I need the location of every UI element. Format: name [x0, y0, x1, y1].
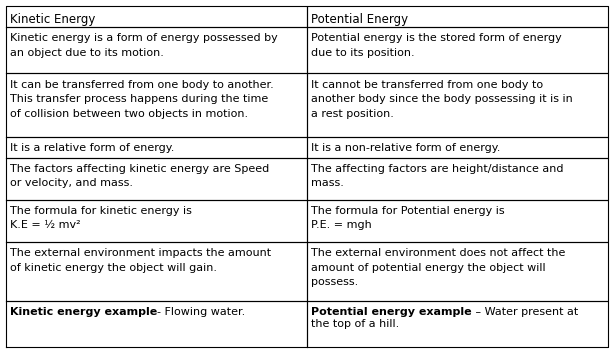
Text: The factors affecting kinetic energy are Speed
or velocity, and mass.: The factors affecting kinetic energy are…	[10, 164, 270, 189]
Text: the top of a hill.: the top of a hill.	[311, 319, 399, 329]
Text: Kinetic energy example: Kinetic energy example	[10, 307, 157, 317]
Text: It cannot be transferred from one body to
another body since the body possessing: It cannot be transferred from one body t…	[311, 80, 573, 119]
Text: The external environment impacts the amount
of kinetic energy the object will ga: The external environment impacts the amo…	[10, 248, 271, 273]
Text: - Flowing water.: - Flowing water.	[157, 307, 246, 317]
Text: Potential energy example: Potential energy example	[311, 307, 472, 317]
Text: The formula for Potential energy is
P.E. = mgh: The formula for Potential energy is P.E.…	[311, 206, 505, 231]
Text: Kinetic Energy: Kinetic Energy	[10, 13, 95, 25]
Text: The external environment does not affect the
amount of potential energy the obje: The external environment does not affect…	[311, 248, 565, 287]
Text: It is a non-relative form of energy.: It is a non-relative form of energy.	[311, 143, 500, 153]
Text: – Water present at: – Water present at	[472, 307, 578, 317]
Text: Kinetic energy is a form of energy possessed by
an object due to its motion.: Kinetic energy is a form of energy posse…	[10, 34, 278, 58]
Text: Potential energy is the stored form of energy
due to its position.: Potential energy is the stored form of e…	[311, 34, 562, 58]
Text: The affecting factors are height/distance and
mass.: The affecting factors are height/distanc…	[311, 164, 564, 189]
Text: It is a relative form of energy.: It is a relative form of energy.	[10, 143, 174, 153]
Text: The formula for kinetic energy is
K.E = ½ mv²: The formula for kinetic energy is K.E = …	[10, 206, 192, 231]
Text: It can be transferred from one body to another.
This transfer process happens du: It can be transferred from one body to a…	[10, 80, 274, 119]
Text: Potential Energy: Potential Energy	[311, 13, 408, 25]
